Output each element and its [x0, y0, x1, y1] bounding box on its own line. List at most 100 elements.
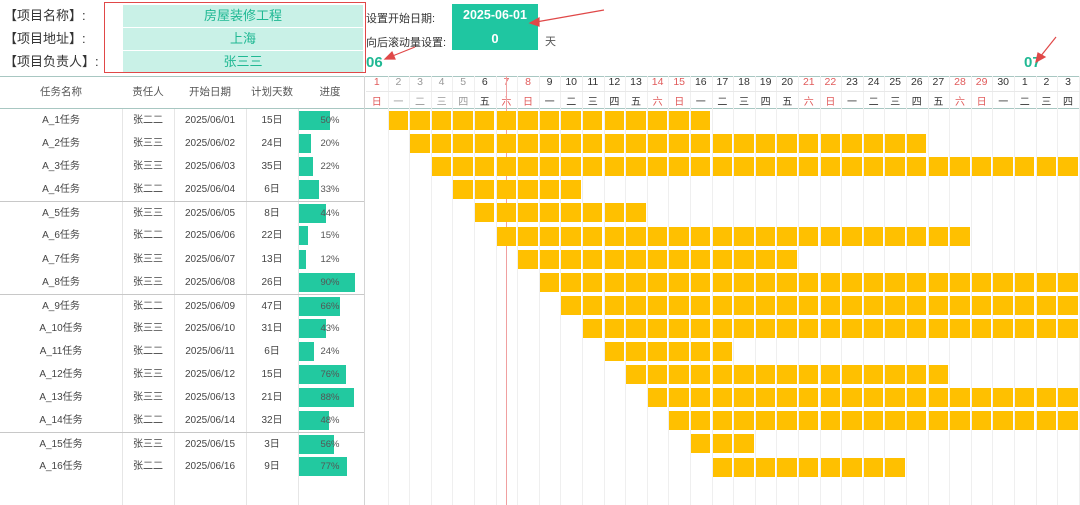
table-row[interactable]: A_6任务 张二二 2025/06/06 22日 15% — [0, 224, 364, 247]
table-row[interactable]: A_7任务 张三三 2025/06/07 13日 12% — [0, 248, 364, 271]
gantt-bar-cell — [863, 226, 884, 246]
gantt-bar-cell — [734, 272, 754, 292]
task-owner: 张三三 — [133, 138, 163, 150]
day-weekday: 三 — [587, 97, 598, 108]
table-row[interactable]: A_16任务 张二二 2025/06/16 9日 77% — [0, 455, 364, 478]
gantt-bar-cell — [647, 388, 668, 408]
project-name-field[interactable]: 房屋装修工程 — [123, 5, 363, 27]
calendar-day: 16 一 — [690, 74, 712, 110]
project-owner-field[interactable]: 张三三 — [123, 51, 363, 73]
gantt-bar-cell — [799, 411, 819, 431]
gantt-bar-cell — [669, 342, 689, 361]
task-owner: 张二二 — [133, 300, 163, 312]
progress-bar-fill — [299, 272, 355, 292]
gantt-bar-cell — [626, 295, 646, 315]
gantt-bar-cell — [712, 318, 732, 338]
progress-text: 90% — [320, 276, 340, 288]
today-line — [506, 76, 508, 505]
grid-line — [582, 76, 583, 505]
calendar-day: 27 五 — [928, 74, 950, 110]
gantt-bar-cell — [691, 134, 711, 154]
day-number: 2 — [1043, 76, 1050, 88]
gantt-bar-cell — [820, 157, 840, 177]
day-weekday: 三 — [436, 97, 447, 108]
gantt-bar-cell — [669, 111, 689, 130]
progress-text: 76% — [320, 369, 340, 381]
start-date-field[interactable]: 2025-06-01 — [452, 4, 538, 27]
task-planned-days: 26日 — [261, 276, 283, 288]
project-address-field[interactable]: 上海 — [123, 28, 363, 50]
grid-line — [646, 76, 648, 505]
gantt-bar-cell — [561, 203, 581, 223]
gantt-bar-cell — [755, 411, 776, 431]
gantt-bar-cell — [561, 180, 581, 200]
gantt-bar-cell — [712, 434, 732, 454]
grid-line — [474, 76, 475, 505]
table-row[interactable]: A_5任务 张三三 2025/06/05 8日 44% — [0, 201, 364, 224]
table-row[interactable]: A_10任务 张三三 2025/06/10 31日 43% — [0, 317, 364, 340]
table-row[interactable]: A_13任务 张三三 2025/06/13 21日 88% — [0, 386, 364, 409]
table-row[interactable]: A_14任务 张二二 2025/06/14 32日 48% — [0, 409, 364, 432]
table-row[interactable]: A_15任务 张三三 2025/06/15 3日 56% — [0, 432, 364, 455]
gantt-bar-cell — [777, 411, 797, 431]
gantt-bar-cell — [518, 157, 538, 177]
scroll-unit-label: 天 — [545, 36, 556, 48]
grid-line — [927, 76, 929, 505]
gantt-bar-cell — [755, 318, 776, 338]
table-row[interactable]: A_1任务 张二二 2025/06/01 15日 50% — [0, 109, 364, 132]
task-owner: 张二二 — [133, 345, 163, 357]
grid-line — [387, 76, 389, 505]
day-weekday: 三 — [1041, 97, 1052, 108]
gantt-bar-cell — [496, 226, 516, 246]
gantt-bar-cell — [647, 272, 668, 292]
gantt-bar-cell — [734, 226, 754, 246]
gantt-bar-cell — [712, 134, 732, 154]
day-weekday: 四 — [1062, 97, 1073, 108]
table-row[interactable]: A_11任务 张二二 2025/06/11 6日 24% — [0, 340, 364, 363]
calendar-day: 11 三 — [582, 74, 604, 110]
gantt-bar-cell — [453, 157, 473, 177]
task-planned-days: 9日 — [264, 461, 280, 473]
col-divider — [122, 109, 123, 505]
gantt-bar-cell — [950, 388, 970, 408]
gantt-bar-cell — [885, 411, 905, 431]
day-weekday: 六 — [803, 97, 814, 108]
gantt-bar-cell — [885, 388, 905, 408]
gantt-bar-cell — [691, 318, 711, 338]
gantt-bar-cell — [604, 318, 624, 338]
table-row[interactable]: A_3任务 张三三 2025/06/03 35日 22% — [0, 155, 364, 178]
day-number: 27 — [932, 76, 945, 88]
gantt-bar-cell — [496, 180, 516, 200]
day-weekday: 四 — [609, 97, 620, 108]
gantt-bar-cell — [734, 134, 754, 154]
gantt-bar-cell — [1058, 272, 1078, 292]
gantt-bar-cell — [583, 157, 603, 177]
gantt-bar-cell — [691, 111, 711, 130]
table-row[interactable]: A_2任务 张三三 2025/06/02 24日 20% — [0, 132, 364, 155]
grid-line — [992, 76, 994, 505]
progress-bar-fill — [299, 318, 326, 338]
gantt-bar-cell — [561, 226, 581, 246]
gantt-bar-cell — [691, 365, 711, 385]
gantt-bar-cell — [734, 365, 754, 385]
gantt-bar-cell — [475, 203, 495, 223]
gantt-bar-cell — [475, 157, 495, 177]
day-weekday: 二 — [414, 97, 425, 108]
progress-bar-fill — [299, 180, 320, 200]
gantt-bar-cell — [453, 111, 473, 130]
gantt-bar-cell — [820, 411, 840, 431]
task-planned-days: 15日 — [261, 115, 283, 126]
project-address-label: 【项目地址】: — [4, 31, 86, 46]
gantt-bar-cell — [583, 111, 603, 130]
gantt-bar-cell — [1036, 318, 1056, 338]
progress-text: 15% — [320, 230, 340, 242]
task-name: A_3任务 — [42, 161, 80, 173]
scroll-amount-field[interactable]: 0 — [452, 27, 538, 50]
table-row[interactable]: A_9任务 张二二 2025/06/09 47日 66% — [0, 293, 364, 317]
table-row[interactable]: A_12任务 张三三 2025/06/12 15日 76% — [0, 363, 364, 386]
day-number: 5 — [460, 76, 467, 88]
table-row[interactable]: A_8任务 张三三 2025/06/08 26日 90% — [0, 271, 364, 294]
gantt-bar-cell — [518, 134, 538, 154]
table-row[interactable]: A_4任务 张二二 2025/06/04 6日 33% — [0, 178, 364, 201]
